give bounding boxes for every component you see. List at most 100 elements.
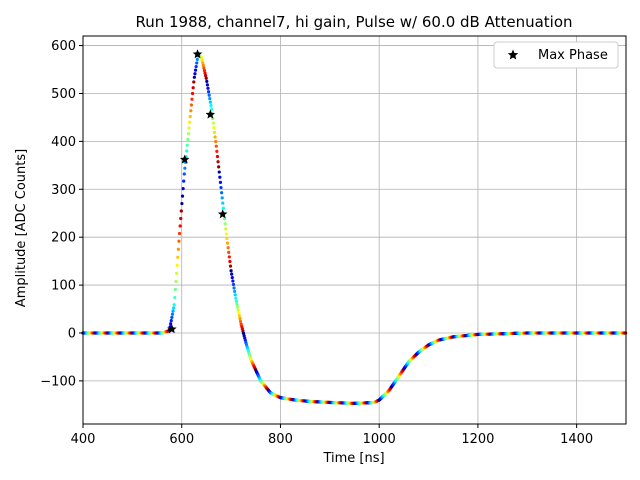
data-point [224, 227, 228, 231]
data-point [201, 63, 205, 67]
data-point [194, 64, 198, 69]
max-phase-star-icon [167, 324, 177, 334]
data-point [212, 130, 217, 134]
data-point [174, 279, 178, 284]
data-point [206, 86, 210, 90]
data-point [186, 137, 190, 142]
data-point [176, 247, 180, 251]
data-point [191, 86, 195, 90]
data-point [233, 289, 237, 294]
max-phase-star-icon [192, 49, 203, 59]
y-tick-label: 600 [51, 39, 76, 54]
y-tick-label: 100 [51, 279, 76, 294]
y-tick-label: 300 [51, 183, 76, 198]
data-point [195, 57, 199, 61]
data-point [179, 209, 183, 213]
x-tick-label: 600 [169, 432, 194, 447]
data-point [172, 306, 176, 310]
data-point [190, 91, 195, 96]
legend-box [493, 41, 619, 69]
data-point [189, 109, 193, 113]
y-tick-label: 200 [51, 231, 76, 246]
data-point [230, 276, 234, 280]
legend-star-icon [507, 49, 519, 60]
data-point [188, 114, 192, 119]
x-tick-label: 1000 [363, 432, 396, 447]
grid-lines [82, 36, 626, 424]
data-point [195, 61, 199, 65]
data-point [235, 302, 239, 306]
data-point [220, 196, 224, 200]
data-point [218, 180, 223, 184]
data-point [170, 315, 174, 320]
data-point [180, 194, 185, 198]
data-point [179, 216, 183, 221]
data-point [185, 143, 189, 147]
data-point [193, 72, 197, 76]
data-point [205, 83, 209, 87]
data-point [226, 246, 230, 250]
data-point [225, 236, 229, 241]
max-phase-star-icon [217, 209, 228, 219]
data-point [225, 241, 230, 245]
data-point [204, 76, 208, 80]
data-point [177, 239, 181, 243]
data-point [234, 296, 238, 300]
data-point [231, 279, 235, 283]
data-point [192, 80, 196, 84]
data-point [214, 144, 218, 148]
data-point [169, 322, 173, 326]
data-point [237, 311, 241, 315]
max-phase-star-icon [179, 154, 190, 164]
plot-frame [82, 35, 627, 425]
data-point [231, 282, 236, 287]
data-point [221, 201, 225, 205]
data-point [209, 103, 213, 108]
y-tick-label: 0 [68, 326, 76, 341]
data-point [192, 75, 196, 79]
data-point [208, 100, 212, 104]
pulse-data [81, 53, 628, 405]
y-axis-label: Amplitude [ADC Counts] [14, 149, 29, 307]
data-point [176, 255, 180, 259]
data-point [217, 170, 221, 174]
data-point [211, 116, 215, 121]
data-point [202, 66, 206, 70]
data-point [227, 250, 231, 254]
data-point [181, 187, 185, 191]
data-point [207, 93, 211, 97]
data-point [236, 308, 240, 312]
data-point [218, 175, 222, 179]
x-tick-label: 1200 [461, 432, 494, 447]
data-point [178, 224, 182, 228]
data-point [233, 293, 237, 297]
data-point [173, 287, 178, 292]
y-tick-label: −100 [40, 374, 76, 389]
data-point [187, 126, 191, 130]
data-point [170, 312, 175, 316]
data-point [183, 166, 187, 170]
x-tick-label: 1400 [560, 432, 593, 447]
data-point [206, 90, 211, 94]
data-point [173, 295, 177, 300]
data-point [190, 97, 194, 101]
data-point [175, 263, 179, 267]
data-point [230, 272, 234, 276]
data-point [172, 303, 176, 307]
max-phase-star-icon [205, 109, 216, 119]
data-point [236, 305, 240, 309]
data-point [202, 68, 207, 73]
data-point [203, 71, 207, 75]
data-point [213, 135, 217, 139]
data-point [180, 201, 184, 206]
data-point [193, 68, 198, 72]
data-point [217, 165, 221, 169]
x-tick-label: 400 [71, 432, 96, 447]
data-point [232, 286, 236, 290]
legend-entry-max-phase: Max Phase [538, 48, 608, 63]
data-point [215, 154, 220, 159]
data-point [224, 232, 228, 236]
data-point [229, 269, 233, 273]
data-point [208, 97, 212, 101]
